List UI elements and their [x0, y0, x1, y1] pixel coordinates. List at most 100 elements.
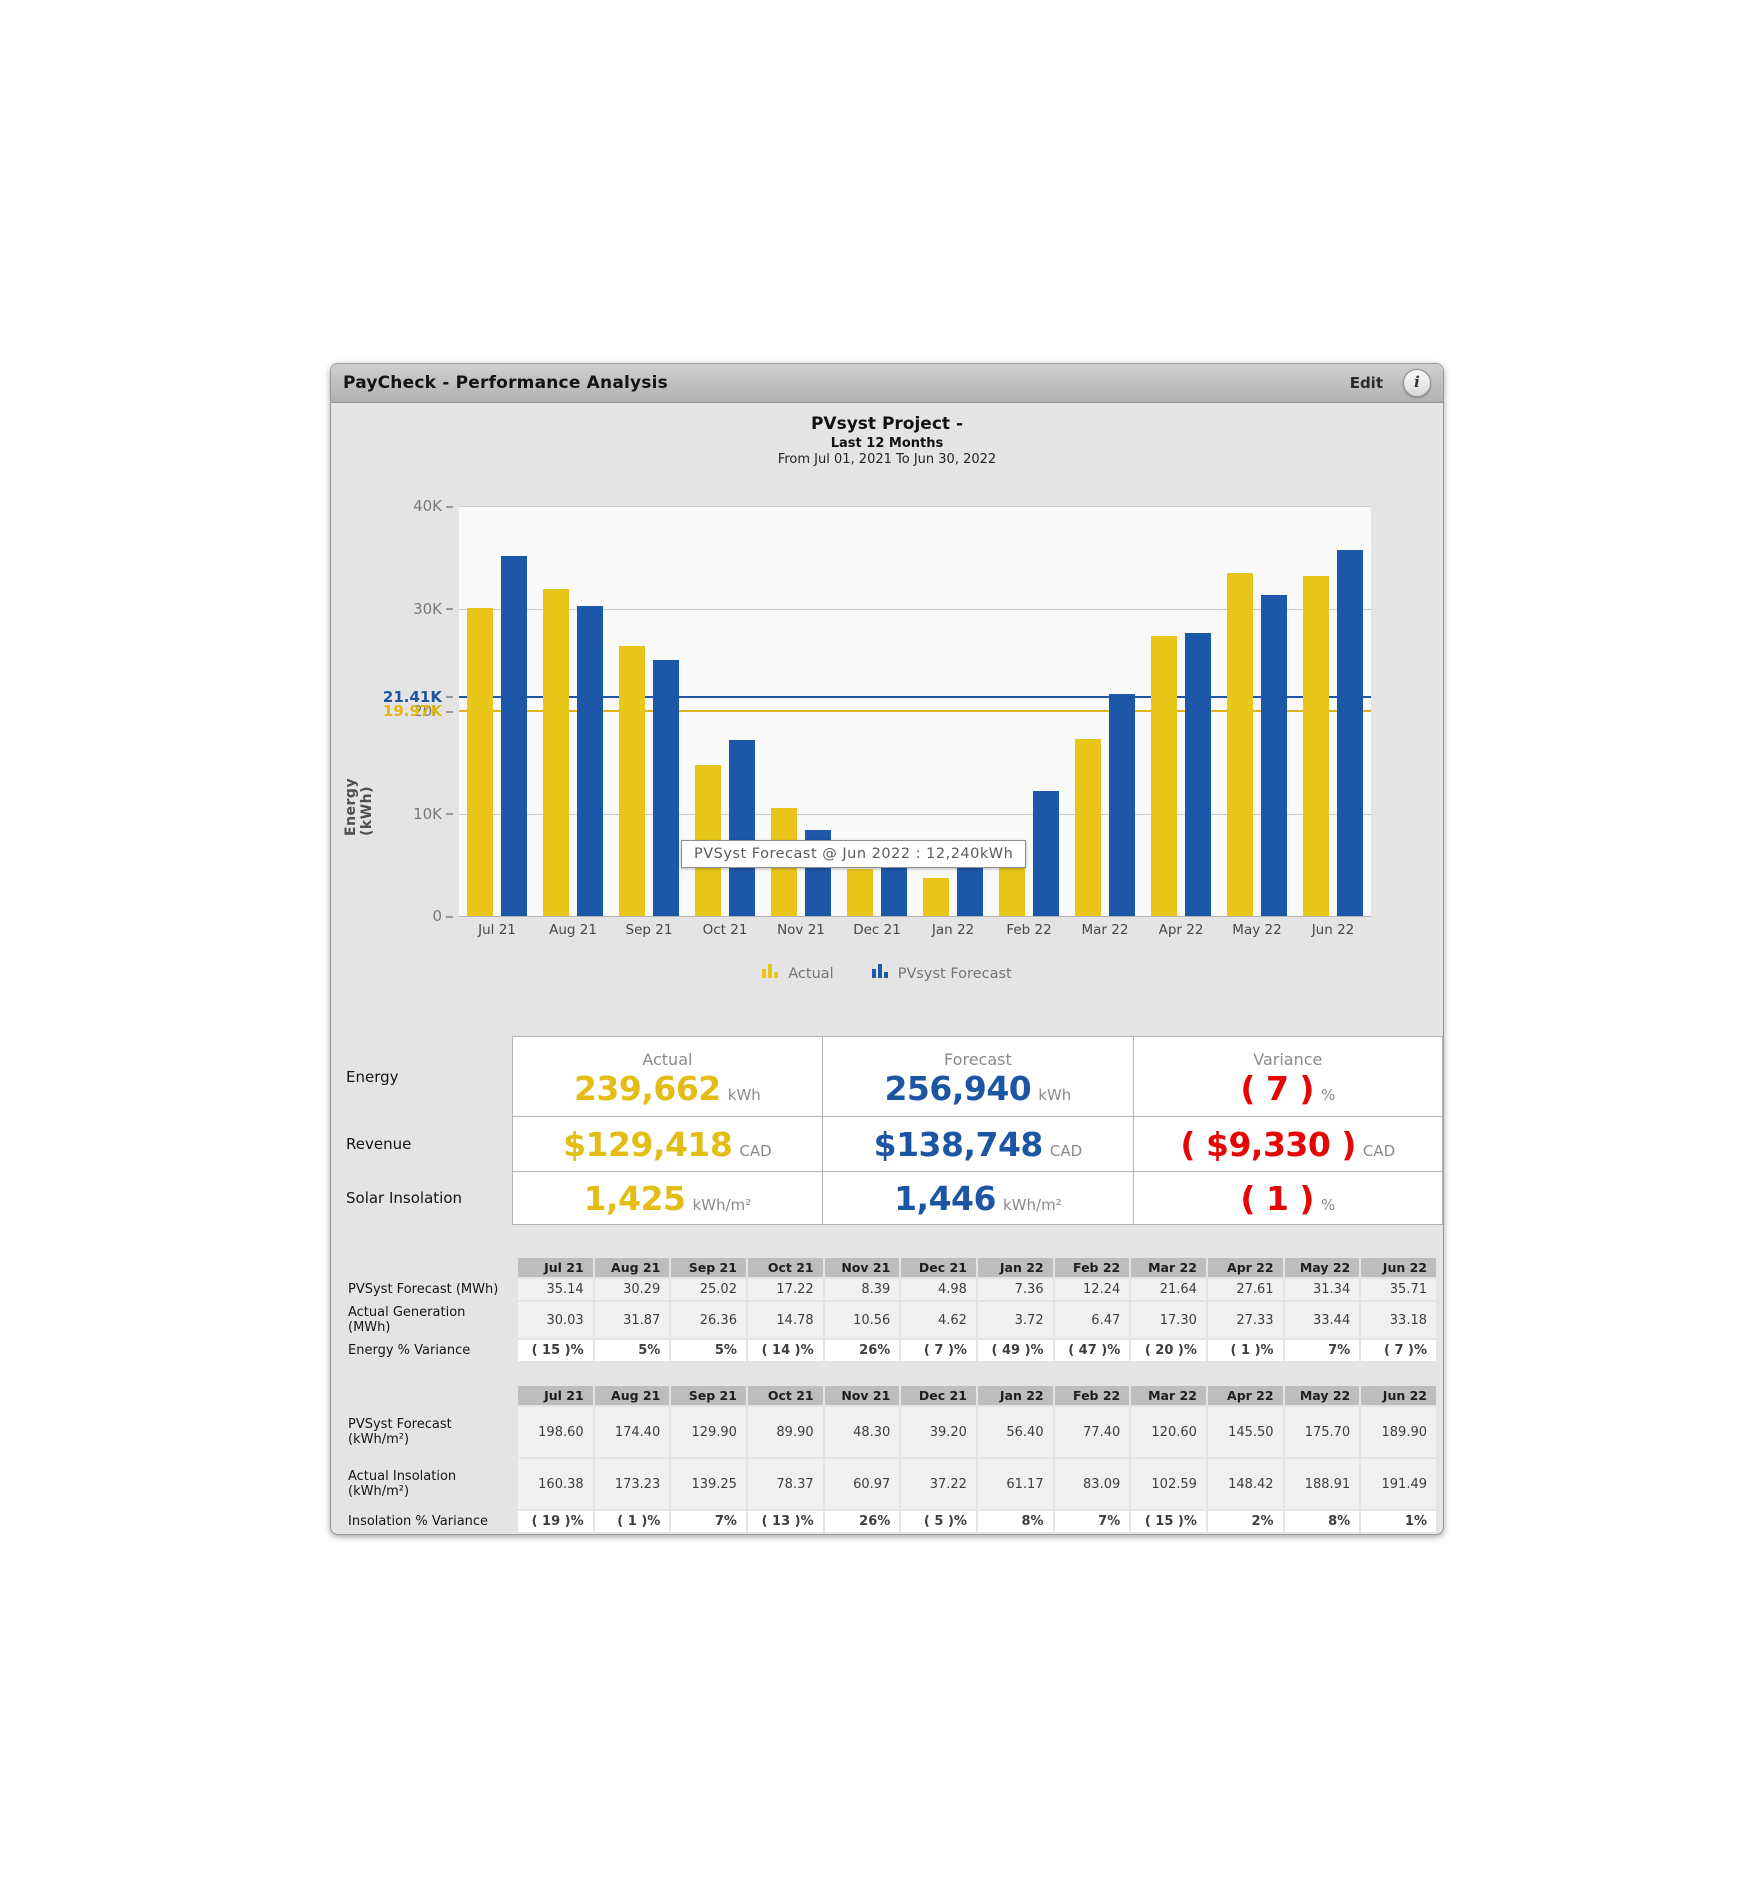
summary-actual-value: 239,662 [573, 1069, 721, 1108]
bar-forecast-Apr-22[interactable] [1185, 633, 1211, 916]
table-header-Aug-21: Aug 21 [594, 1386, 670, 1405]
table-cell: 30.29 [594, 1279, 670, 1300]
summary-forecast-unit: kWh [1038, 1086, 1072, 1104]
gridline-10000 [459, 813, 1371, 815]
table-cell: 148.42 [1207, 1459, 1283, 1509]
summary-variance-unit: % [1321, 1195, 1336, 1214]
table-cell: 1% [1361, 1511, 1436, 1532]
table-cell: 191.49 [1361, 1459, 1436, 1509]
table-cell: 198.60 [518, 1407, 593, 1457]
bar-forecast-Jun-22[interactable] [1337, 549, 1363, 916]
legend-bars-icon [871, 962, 890, 982]
table-cell: 188.91 [1284, 1459, 1360, 1509]
table-cell: 189.90 [1361, 1407, 1436, 1457]
summary-row-solar-insolation: Solar Insolation 1,425 kWh/m² 1,446 kWh/m² ( … [346, 1171, 1444, 1225]
summary-value: 1,446 kWh/m² [824, 1179, 1132, 1218]
bar-forecast-Sep-21[interactable] [653, 659, 679, 916]
table-cell: 7.36 [977, 1279, 1053, 1300]
table-header-Aug-21: Aug 21 [594, 1258, 670, 1277]
table-cell: 3.72 [977, 1302, 1053, 1338]
table-cell: 5% [594, 1340, 670, 1361]
edit-button[interactable]: Edit [1349, 374, 1383, 392]
bar-actual-Mar-22[interactable] [1075, 738, 1101, 916]
table-cell: 7% [1284, 1340, 1360, 1361]
table-cell: 56.40 [977, 1407, 1053, 1457]
table-row-label: PVSyst Forecast (kWh/m²) [348, 1417, 452, 1447]
bar-actual-Sep-21[interactable] [619, 645, 645, 916]
summary-forecast-value: 1,446 [894, 1178, 996, 1218]
summary-forecast-cell: 1,446 kWh/m² [822, 1171, 1134, 1225]
bar-actual-Dec-21[interactable] [847, 868, 873, 916]
table-header-May-22: May 22 [1284, 1258, 1360, 1277]
legend-item-pvsyst-forecast[interactable]: PVsyst Forecast [871, 962, 1012, 982]
table-cell: 26% [824, 1511, 900, 1532]
paycheck-panel: PayCheck - Performance Analysis Edit i P… [330, 363, 1444, 1535]
chart-titles: PVsyst Project - Last 12 Months From Jul… [331, 414, 1443, 467]
table-cell: 173.23 [594, 1459, 670, 1509]
table-cell: 8% [977, 1511, 1053, 1532]
x-tick-Jan-22: Jan 22 [931, 922, 975, 938]
table-cell: ( 49 )% [977, 1340, 1053, 1361]
x-tick-Jun-22: Jun 22 [1311, 922, 1355, 938]
bar-actual-Jul-21[interactable] [467, 608, 493, 916]
table-header-Nov-21: Nov 21 [824, 1386, 900, 1405]
table-row-label: PVSyst Forecast (MWh) [348, 1282, 499, 1297]
average-line-label-actual: 19.97K [383, 702, 453, 720]
bar-forecast-Jul-21[interactable] [501, 555, 527, 916]
table-cell: ( 15 )% [518, 1340, 593, 1361]
table-cell: 145.50 [1207, 1407, 1283, 1457]
table-cell: 21.64 [1131, 1279, 1206, 1300]
bar-actual-Jan-22[interactable] [923, 877, 949, 916]
bar-forecast-Aug-21[interactable] [577, 605, 603, 916]
bar-actual-Jun-22[interactable] [1303, 575, 1329, 916]
table-cell: 174.40 [594, 1407, 670, 1457]
table-cell: ( 13 )% [747, 1511, 823, 1532]
gridline-40000 [459, 506, 1371, 507]
table-header-Oct-21: Oct 21 [747, 1386, 823, 1405]
table-header-Jul-21: Jul 21 [518, 1386, 593, 1405]
bar-group-Dec-21 [839, 506, 915, 916]
average-line-actual [459, 710, 1371, 713]
bar-forecast-Dec-21[interactable] [881, 864, 907, 916]
table-header-Mar-22: Mar 22 [1131, 1258, 1206, 1277]
table-cell: 17.30 [1131, 1302, 1206, 1338]
table-cell: 102.59 [1131, 1459, 1206, 1509]
legend-label: Actual [788, 966, 834, 982]
x-tick-Nov-21: Nov 21 [777, 922, 825, 938]
table-cell: 48.30 [824, 1407, 900, 1457]
table-header-blank [348, 1386, 516, 1405]
bar-actual-Aug-21[interactable] [543, 589, 569, 916]
table-cell: 139.25 [671, 1459, 746, 1509]
bar-groups [459, 506, 1371, 916]
summary-col-header-forecast: Forecast [944, 1050, 1012, 1069]
summary-value: 1,425 kWh/m² [514, 1179, 822, 1218]
x-tick-Oct-21: Oct 21 [702, 922, 748, 938]
table-header-row: Jul 21 Aug 21 Sep 21 Oct 21 Nov 21 Dec 21 Jan … [348, 1258, 1436, 1277]
summary-row-energy: Energy Actual 239,662 kWh Forecast 256,940 kWh… [346, 1036, 1444, 1117]
table-header-Dec-21: Dec 21 [901, 1258, 976, 1277]
bar-forecast-May-22[interactable] [1261, 594, 1287, 916]
summary-variance-cell: ( 1 )% [1132, 1171, 1444, 1225]
y-tick-10K: 10K [413, 805, 453, 823]
table-cell: 5% [671, 1340, 746, 1361]
bar-actual-May-22[interactable] [1227, 573, 1253, 916]
table-cell: 77.40 [1054, 1407, 1130, 1457]
table-header-blank [348, 1258, 516, 1277]
summary-forecast-cell: Forecast 256,940 kWh [822, 1036, 1134, 1117]
summary-variance-cell: Variance( 7 )% [1132, 1036, 1444, 1117]
bar-group-Mar-22 [1067, 506, 1143, 916]
table-cell: 26.36 [671, 1302, 746, 1338]
bar-forecast-Feb-22[interactable] [1033, 790, 1059, 916]
legend-item-actual[interactable]: Actual [762, 962, 834, 982]
table-cell: ( 14 )% [747, 1340, 823, 1361]
summary-value: ( 7 )% [1135, 1069, 1441, 1108]
bar-actual-Apr-22[interactable] [1151, 635, 1177, 916]
summary-actual-value: 1,425 [583, 1178, 686, 1218]
table-header-Jul-21: Jul 21 [518, 1258, 593, 1277]
bar-forecast-Oct-21[interactable] [729, 739, 755, 916]
table-header-Oct-21: Oct 21 [747, 1258, 823, 1277]
table-header-Apr-22: Apr 22 [1207, 1386, 1283, 1405]
average-line-label-forecast: 21.41K [383, 688, 453, 706]
bar-forecast-Mar-22[interactable] [1109, 694, 1135, 916]
info-icon[interactable]: i [1403, 369, 1431, 397]
